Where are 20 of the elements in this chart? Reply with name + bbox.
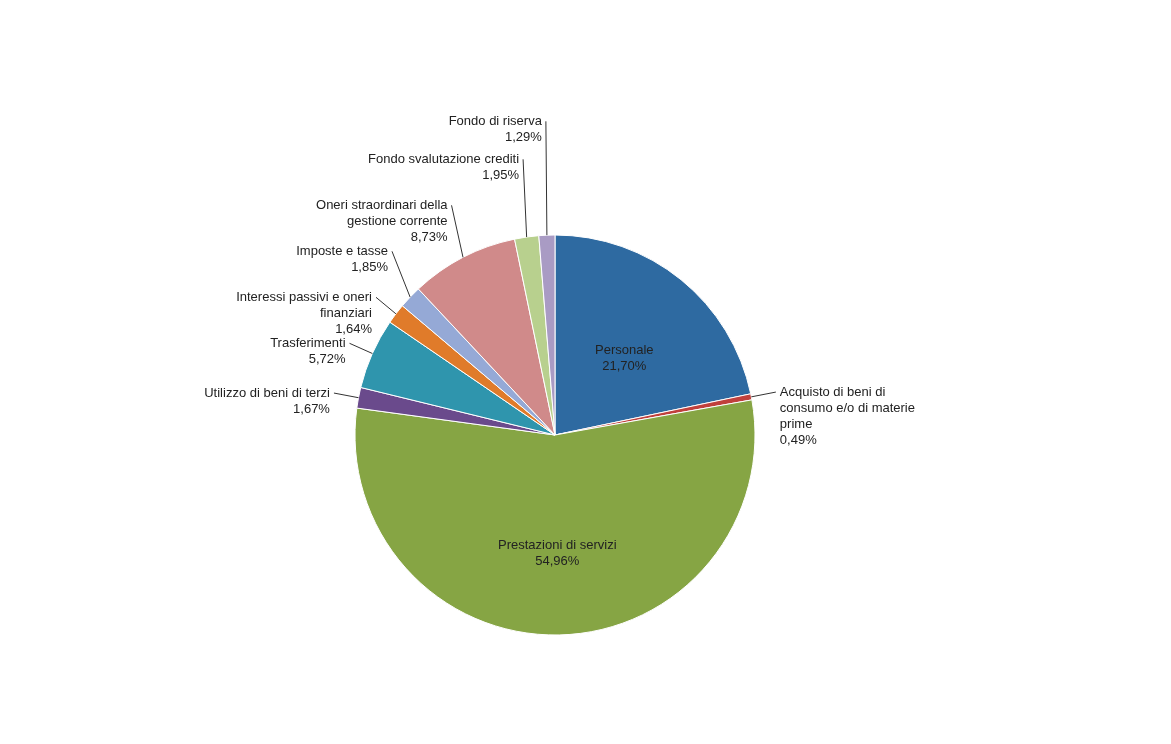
slice-label: Prestazioni di servizi	[498, 536, 617, 552]
slice-label: Oneri straordinari della gestione corrente	[316, 197, 449, 229]
slice-label: Fondo di riserva	[448, 113, 543, 129]
data-label: 1,85%	[351, 259, 389, 275]
data-label: 1,64%	[335, 321, 373, 337]
data-label: 1,67%	[293, 401, 331, 417]
slice-label: Interessi passivi e oneri finanziari	[236, 289, 373, 321]
data-label: 5,72%	[308, 351, 346, 367]
slice-label: Fondo svalutazione crediti	[368, 151, 520, 167]
data-label: 54,96%	[535, 552, 580, 568]
slice-label: Acquisto di beni di consumo e/o di materie prime	[779, 384, 915, 432]
slice-label: Imposte e tasse	[296, 243, 388, 259]
data-label: 21,70%	[602, 357, 647, 373]
data-label: 1,29%	[505, 129, 543, 145]
slice-label: Personale	[595, 341, 654, 357]
slice-label: Trasferimenti	[270, 335, 346, 351]
data-label: 8,73%	[410, 229, 448, 245]
data-label: 0,49%	[779, 432, 818, 448]
data-label: 1,95%	[482, 167, 520, 183]
slice-label: Utilizzo di beni di terzi	[204, 385, 331, 401]
